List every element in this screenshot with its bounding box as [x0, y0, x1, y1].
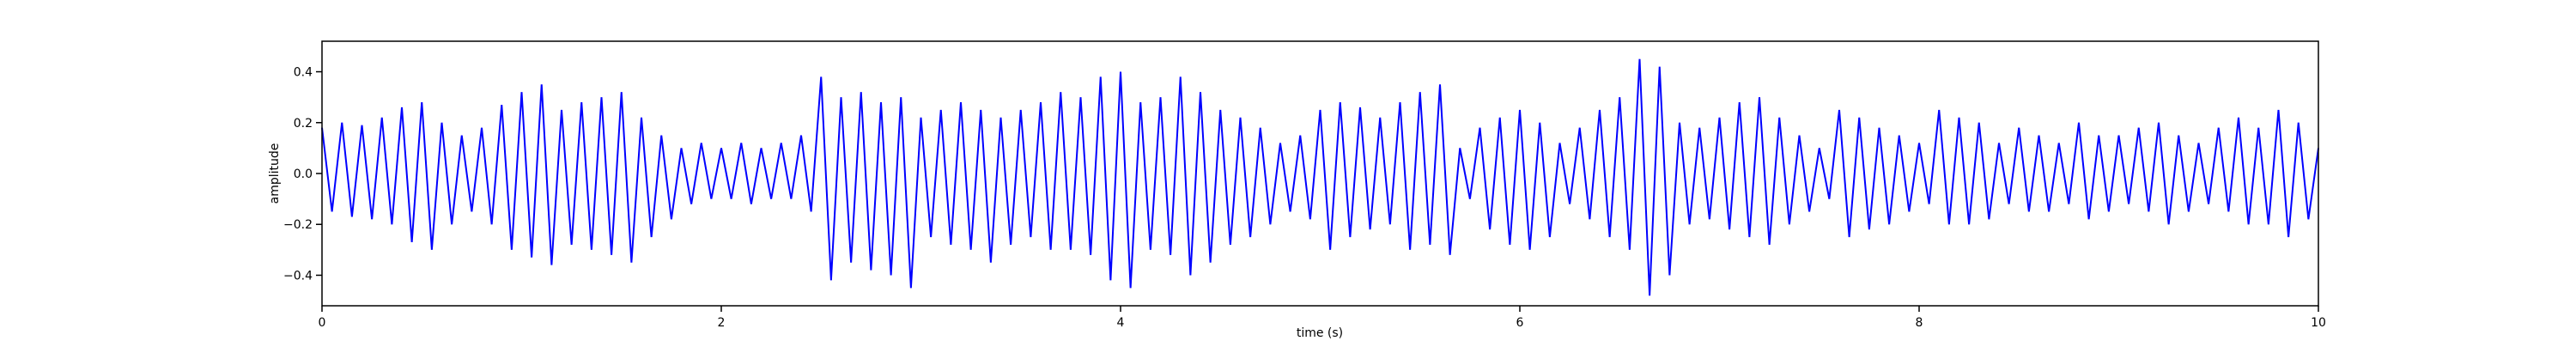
y-tick-label: −0.2 [283, 218, 313, 232]
y-tick-label: −0.4 [283, 269, 313, 283]
x-tick-label: 6 [1516, 316, 1524, 330]
y-tick-label: 0.4 [294, 66, 313, 80]
x-tick-label: 0 [319, 316, 326, 330]
y-tick-label: 0.2 [294, 117, 313, 131]
x-tick-label: 8 [1916, 316, 1923, 330]
y-tick-label: 0.0 [294, 167, 313, 181]
y-axis-label: amplitude [268, 143, 282, 204]
waveform-line [321, 58, 2319, 296]
x-tick-label: 2 [718, 316, 726, 330]
x-tick-label: 10 [2311, 316, 2326, 330]
x-axis-label: time (s) [1297, 326, 1343, 340]
x-tick-label: 4 [1117, 316, 1125, 330]
